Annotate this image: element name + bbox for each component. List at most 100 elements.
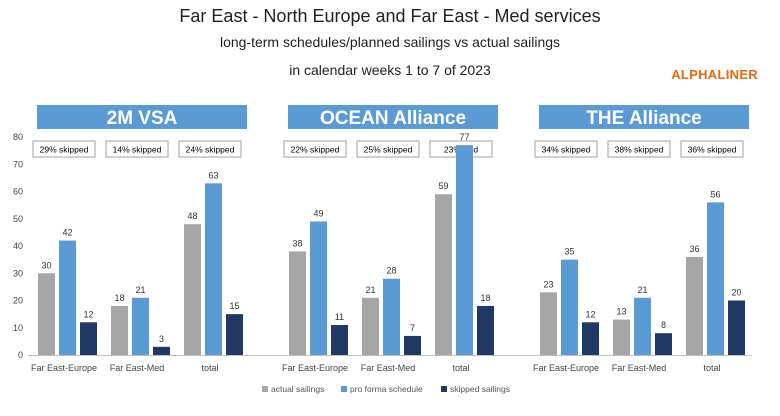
group-banner-label: OCEAN Alliance xyxy=(320,108,466,129)
bar-pro-forma xyxy=(205,183,222,355)
data-label: 3 xyxy=(159,334,164,344)
skipped-label: 14% skipped xyxy=(113,145,162,155)
group-banner-label: 2M VSA xyxy=(107,108,178,129)
y-tick-label: 40 xyxy=(13,241,23,251)
bar-skipped xyxy=(331,325,348,355)
data-label: 28 xyxy=(386,266,396,276)
bar-skipped xyxy=(404,335,421,355)
data-label: 56 xyxy=(710,189,720,199)
brand-logo-text: ALPHALINER xyxy=(671,67,758,82)
skipped-box xyxy=(356,140,420,158)
x-category-label: Far East-Med xyxy=(612,363,667,373)
legend-label: actual sailings xyxy=(271,384,324,394)
bar-skipped xyxy=(153,346,170,355)
group-banner xyxy=(539,105,749,129)
legend-label: skipped sailings xyxy=(450,384,510,394)
bar-actual xyxy=(540,292,557,355)
skipped-box xyxy=(680,140,744,158)
skipped-label: 38% skipped xyxy=(615,145,664,155)
data-label: 12 xyxy=(83,309,93,319)
data-label: 63 xyxy=(208,170,218,180)
skipped-label: 36% skipped xyxy=(688,145,737,155)
data-label: 35 xyxy=(564,247,574,257)
bar-pro-forma xyxy=(310,221,327,355)
data-label: 59 xyxy=(438,181,448,191)
y-tick-label: 20 xyxy=(13,296,23,306)
y-tick-label: 0 xyxy=(18,350,23,360)
data-label: 15 xyxy=(229,301,239,311)
skipped-box xyxy=(178,140,242,158)
data-label: 7 xyxy=(410,323,415,333)
x-category-label: total xyxy=(703,363,720,373)
skipped-label: 22% skipped xyxy=(291,145,340,155)
data-label: 36 xyxy=(689,244,699,254)
bar-pro-forma xyxy=(383,278,400,355)
skipped-box xyxy=(105,140,169,158)
x-category-label: Far East-Europe xyxy=(31,363,97,373)
data-label: 38 xyxy=(292,238,302,248)
bar-pro-forma xyxy=(707,202,724,355)
data-label: 30 xyxy=(41,260,51,270)
skipped-label: 29% skipped xyxy=(40,145,89,155)
x-category-label: Far East-Europe xyxy=(533,363,599,373)
data-label: 21 xyxy=(637,285,647,295)
bar-skipped xyxy=(655,333,672,355)
data-label: 13 xyxy=(616,307,626,317)
bar-pro-forma xyxy=(132,297,149,355)
data-label: 42 xyxy=(62,228,72,238)
skipped-box xyxy=(32,140,96,158)
data-label: 48 xyxy=(187,211,197,221)
group-banner xyxy=(37,105,247,129)
legend-swatch xyxy=(441,386,447,392)
skipped-box xyxy=(607,140,671,158)
bar-actual xyxy=(686,256,703,355)
skipped-label: 25% skipped xyxy=(364,145,413,155)
data-label: 21 xyxy=(135,285,145,295)
x-category-label: Far East-Med xyxy=(361,363,416,373)
bar-skipped xyxy=(728,300,745,355)
bar-pro-forma xyxy=(456,145,473,355)
legend-label: pro forma schedule xyxy=(350,384,423,394)
x-category-label: total xyxy=(201,363,218,373)
chart-subtitle: long-term schedules/planned sailings vs … xyxy=(219,34,561,50)
data-label: 23 xyxy=(543,279,553,289)
data-label: 21 xyxy=(365,285,375,295)
bar-actual xyxy=(435,194,452,355)
x-category-label: Far East-Med xyxy=(110,363,165,373)
data-label: 20 xyxy=(731,288,741,298)
skipped-label: 24% skipped xyxy=(186,145,235,155)
data-label: 11 xyxy=(335,312,344,322)
bar-actual xyxy=(38,273,55,355)
legend-swatch xyxy=(341,386,347,392)
data-label: 18 xyxy=(480,293,490,303)
chart-period: in calendar weeks 1 to 7 of 2023 xyxy=(289,62,491,78)
chart-title: Far East - North Europe and Far East - M… xyxy=(179,6,601,26)
legend-swatch xyxy=(262,386,268,392)
bar-actual xyxy=(111,305,128,355)
bar-actual xyxy=(613,319,630,355)
y-tick-label: 80 xyxy=(13,132,23,142)
bar-actual xyxy=(362,297,379,355)
bar-skipped xyxy=(477,305,494,355)
group-banner-label: THE Alliance xyxy=(586,108,701,129)
bar-skipped xyxy=(582,322,599,355)
x-category-label: total xyxy=(452,363,469,373)
data-label: 49 xyxy=(313,208,323,218)
x-category-label: Far East-Europe xyxy=(282,363,348,373)
bar-skipped xyxy=(80,322,97,355)
group-banner xyxy=(288,105,498,129)
bar-pro-forma xyxy=(59,240,76,355)
y-tick-label: 50 xyxy=(13,214,23,224)
bar-skipped xyxy=(226,314,243,355)
y-tick-label: 60 xyxy=(13,187,23,197)
skipped-box xyxy=(534,140,598,158)
y-tick-label: 30 xyxy=(13,268,23,278)
y-tick-label: 10 xyxy=(13,323,23,333)
bar-actual xyxy=(184,224,201,355)
data-label: 18 xyxy=(114,293,124,303)
data-label: 12 xyxy=(585,309,595,319)
data-label: 77 xyxy=(459,132,469,142)
bar-actual xyxy=(289,251,306,355)
bar-pro-forma xyxy=(561,259,578,355)
